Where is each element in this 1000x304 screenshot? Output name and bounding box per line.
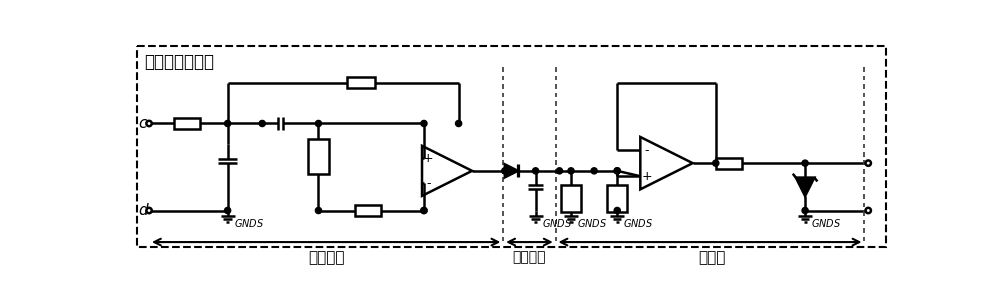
Circle shape <box>315 120 322 126</box>
Circle shape <box>802 160 808 166</box>
Circle shape <box>713 160 719 166</box>
Circle shape <box>259 120 265 126</box>
Text: $GNDS$: $GNDS$ <box>623 217 654 229</box>
Bar <box>137 46 886 247</box>
Bar <box>716 158 742 168</box>
Circle shape <box>866 208 871 213</box>
Circle shape <box>421 207 427 214</box>
Bar <box>561 185 581 212</box>
Text: $GNDS$: $GNDS$ <box>542 217 572 229</box>
Text: $GNDS$: $GNDS$ <box>811 217 841 229</box>
Text: $GNDS$: $GNDS$ <box>577 217 607 229</box>
Text: -: - <box>644 143 649 157</box>
Text: +: + <box>423 152 433 165</box>
Circle shape <box>866 161 871 166</box>
Circle shape <box>591 168 597 174</box>
Polygon shape <box>796 178 814 196</box>
Text: d: d <box>138 203 148 218</box>
Circle shape <box>225 207 231 214</box>
Circle shape <box>146 208 152 213</box>
Text: 带通滤波: 带通滤波 <box>308 250 344 265</box>
Bar <box>355 205 381 216</box>
Circle shape <box>421 120 427 126</box>
Text: $GNDS$: $GNDS$ <box>234 217 264 229</box>
Circle shape <box>614 207 620 214</box>
Text: +: + <box>641 170 652 183</box>
Circle shape <box>146 121 152 126</box>
Text: 信号解调接收端: 信号解调接收端 <box>144 54 214 71</box>
Bar <box>174 118 200 129</box>
Text: 包络解调: 包络解调 <box>513 250 546 264</box>
Circle shape <box>614 168 620 174</box>
Circle shape <box>568 168 574 174</box>
Circle shape <box>421 207 427 214</box>
Circle shape <box>533 168 539 174</box>
Circle shape <box>502 168 508 174</box>
Text: c: c <box>139 116 147 131</box>
Circle shape <box>556 168 563 174</box>
Circle shape <box>456 120 462 126</box>
Bar <box>607 185 627 212</box>
Polygon shape <box>505 164 518 178</box>
Circle shape <box>225 120 231 126</box>
Circle shape <box>802 207 808 214</box>
Circle shape <box>614 168 620 174</box>
Bar <box>347 77 375 88</box>
Circle shape <box>315 207 322 214</box>
Bar <box>308 139 329 174</box>
Text: 比较器: 比较器 <box>698 250 726 265</box>
Text: -: - <box>426 177 430 190</box>
